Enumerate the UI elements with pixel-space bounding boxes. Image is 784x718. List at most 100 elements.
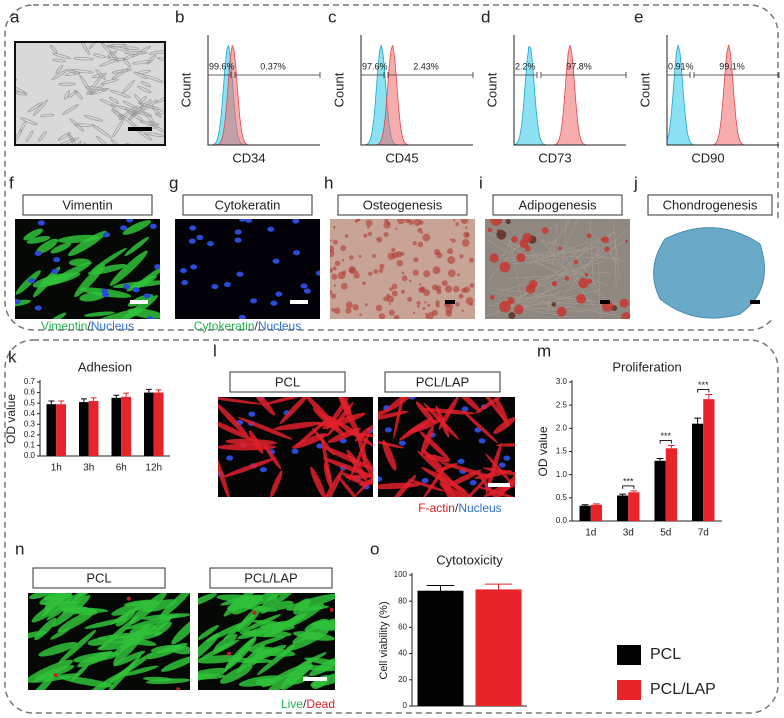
micrograph: [485, 219, 630, 319]
cell: [25, 130, 34, 142]
nodule: [345, 307, 352, 314]
bar: [475, 589, 522, 706]
micrograph-content: [218, 397, 373, 497]
fiber: [326, 397, 349, 430]
cell: [84, 617, 128, 629]
fiber: [475, 397, 502, 414]
cell: [34, 617, 57, 641]
nucleus: [378, 476, 383, 482]
cell: [85, 151, 101, 172]
nodule: [469, 283, 475, 288]
bar: [153, 392, 164, 456]
image-title-box: [647, 194, 773, 216]
legend-swatch: [617, 645, 641, 665]
cell: [114, 24, 134, 34]
bar: [79, 402, 89, 456]
texture: [597, 246, 601, 314]
lipid: [513, 304, 524, 315]
lipid: [516, 253, 526, 263]
texture: [531, 260, 582, 281]
bar: [46, 404, 57, 456]
caption-part: Live: [281, 697, 303, 711]
cell: [125, 143, 141, 145]
y-tick-label: 0.7: [24, 377, 36, 386]
nodule: [431, 284, 439, 291]
y-tick-label: 100: [394, 570, 408, 579]
nodule: [458, 293, 464, 299]
error-bar: [581, 504, 589, 506]
cell: [142, 74, 164, 83]
error-bar: [668, 444, 675, 449]
nucleus: [223, 281, 231, 288]
cell: [84, 86, 108, 91]
panel-letter: b: [175, 7, 184, 26]
lipid: [564, 276, 570, 281]
nucleus: [146, 316, 154, 319]
nucleus: [34, 250, 42, 256]
fiber: [439, 482, 476, 497]
nucleus: [28, 278, 36, 284]
nucleus: [15, 298, 21, 305]
x-tick-label: 1h: [51, 463, 62, 474]
cell: [127, 308, 160, 319]
error-bar: [80, 398, 87, 403]
x-axis-label: CD73: [538, 150, 571, 165]
cell: [111, 68, 133, 74]
micrograph: [378, 397, 515, 497]
cell: [32, 28, 44, 33]
fiber: [310, 466, 326, 497]
y-axis-label: OD value: [536, 426, 550, 476]
texture: [512, 258, 569, 265]
cell: [68, 258, 91, 266]
micrograph: [15, 219, 160, 319]
nodule: [435, 303, 440, 308]
cell: [89, 42, 104, 50]
fiber: [312, 407, 346, 437]
cell: [138, 95, 147, 105]
cell: [160, 655, 190, 672]
nucleus: [421, 477, 429, 484]
fiber: [435, 405, 450, 438]
nodule: [422, 306, 426, 310]
cell: [137, 69, 151, 75]
cell: [256, 644, 296, 676]
nucleus: [120, 225, 128, 231]
pellet: [653, 227, 765, 319]
cell: [57, 629, 97, 665]
cell: [79, 291, 106, 302]
nodule: [425, 315, 429, 319]
micrograph-content: [15, 219, 160, 319]
fiber: [357, 435, 367, 462]
cell: [132, 46, 151, 57]
nucleus: [292, 219, 300, 224]
nodule: [389, 287, 393, 291]
nodule: [449, 238, 453, 241]
nodule: [396, 251, 403, 258]
fiber: [421, 449, 443, 469]
micrograph-content: [640, 219, 780, 319]
nodule: [469, 302, 474, 306]
micrograph-content: [485, 219, 630, 319]
lipid: [522, 232, 532, 243]
nodule: [383, 232, 389, 238]
cell: [133, 99, 152, 114]
bar: [703, 399, 715, 521]
image-title-box: [229, 371, 346, 393]
bar: [665, 448, 677, 521]
lipid: [621, 312, 630, 319]
cell: [123, 17, 134, 24]
lipid: [558, 246, 562, 250]
nucleus: [275, 291, 283, 297]
significance-bracket: [622, 485, 635, 489]
image-title: PCL: [275, 374, 300, 389]
cell: [109, 51, 120, 63]
cell: [67, 69, 81, 75]
bar: [579, 505, 591, 521]
cell: [49, 34, 63, 40]
nodule: [461, 309, 464, 312]
cell: [58, 82, 76, 86]
cell: [198, 593, 217, 606]
image-title-box: [337, 194, 468, 216]
image-title-box: [384, 371, 501, 393]
